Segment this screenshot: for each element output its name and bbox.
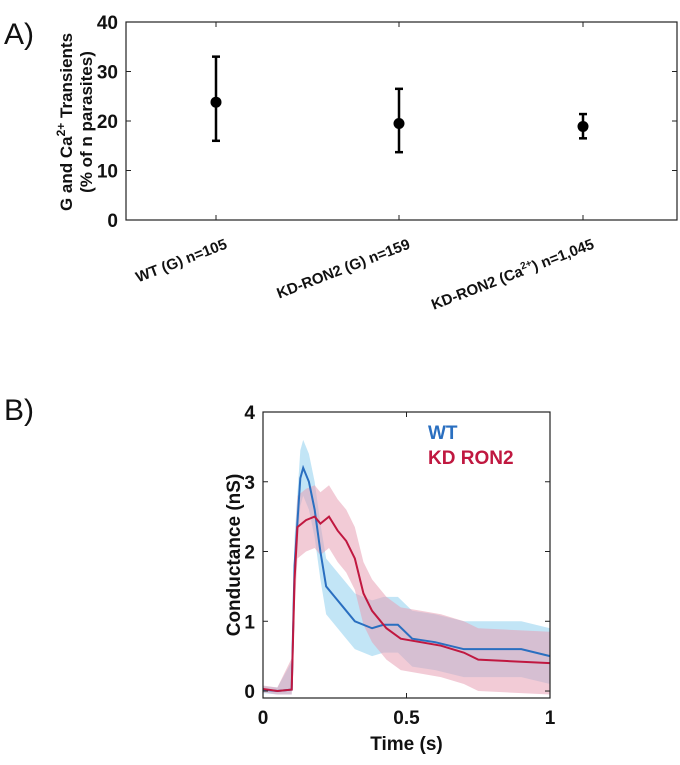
x-tick-label: 1 (545, 708, 556, 729)
x-label-sup: 2+ (519, 258, 534, 272)
y-tick-label: 40 (97, 13, 118, 34)
y-tick-label: 1 (244, 612, 255, 633)
y-tick-label: 10 (97, 162, 118, 183)
series-line-1 (262, 515, 551, 693)
panel-label: A) (4, 18, 34, 51)
y-tick-label: 4 (244, 403, 255, 424)
y-tick-label: 2 (244, 543, 255, 564)
y-tick-label: 30 (97, 63, 118, 84)
data-point (210, 96, 222, 108)
error-band-1 (263, 485, 550, 695)
x-label-part: ) n=1,045 (530, 236, 596, 275)
data-point (577, 120, 589, 132)
x-tick-label: KD-RON2 (Ca2+) n=1,045 (429, 235, 597, 314)
x-tick-label: 0 (258, 708, 269, 729)
legend-entry: KD RON2 (428, 448, 514, 469)
x-tick-label: WT (G) n=105 (133, 236, 229, 286)
x-label-part: WT (G) n=105 (133, 236, 229, 286)
series-line-0 (262, 464, 551, 693)
y-label-part: G and Ca (57, 136, 76, 211)
legend-entry: WT (428, 423, 458, 444)
y-tick-label: 3 (244, 473, 255, 494)
x-tick-label: KD-RON2 (G) n=159 (274, 236, 412, 303)
x-tick-label: 0.5 (393, 708, 420, 729)
data-point (393, 117, 405, 129)
y-axis-label-line2: (% of n parasites) (77, 51, 96, 193)
x-label-part: KD-RON2 (G) n=159 (274, 236, 412, 303)
panel-label: B) (4, 394, 34, 427)
y-tick-label: 0 (107, 211, 118, 232)
x-label-part: KD-RON2 (Ca (429, 263, 526, 314)
y-label-sup: 2+ (54, 123, 68, 137)
y-axis-label: G and Ca2+ Transients (54, 33, 76, 211)
x-axis-label: Time (s) (370, 734, 443, 755)
y-tick-label: 20 (97, 112, 118, 133)
y-axis-label: Conductance (nS) (224, 474, 245, 637)
panel-b: B) WT KD RON2 0 1 2 3 4 0 0.5 1 Time (s) Conductance… (4, 394, 556, 755)
y-tick-label: 0 (244, 682, 255, 703)
y-label-part: Transients (57, 33, 76, 123)
